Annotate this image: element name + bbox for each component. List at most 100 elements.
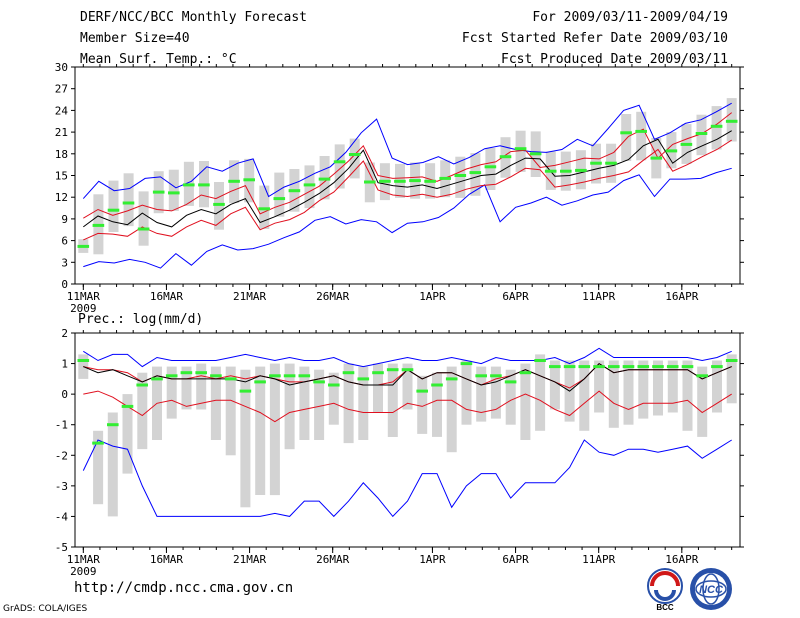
x-tick-label: 1APR	[419, 553, 446, 566]
observed-marker	[475, 374, 487, 378]
observed-marker	[333, 160, 346, 164]
range-bar	[697, 366, 708, 437]
observed-marker	[372, 371, 384, 375]
observed-marker	[416, 389, 428, 393]
y-tick-label: -4	[55, 510, 69, 523]
y-tick-label: 24	[55, 104, 69, 117]
observed-marker	[534, 359, 546, 362]
range-bar	[535, 354, 546, 431]
max-line	[82, 102, 732, 199]
observed-marker	[445, 377, 458, 381]
observed-marker	[504, 380, 517, 384]
range-bar	[373, 363, 383, 413]
observed-marker	[460, 362, 473, 366]
observed-marker	[529, 152, 542, 156]
range-bar	[334, 144, 345, 189]
observed-marker	[77, 244, 90, 248]
range-bar	[549, 360, 560, 410]
observed-marker	[681, 365, 694, 369]
observed-marker	[152, 190, 165, 194]
range-bar	[284, 363, 295, 450]
observed-marker	[198, 183, 210, 187]
x-tick-label: 21MAR	[233, 290, 266, 303]
range-bar	[387, 363, 398, 437]
y-tick-label: -3	[55, 480, 68, 493]
y-tick-label: 6	[61, 235, 68, 248]
x-tick-label: 16APR	[665, 290, 698, 303]
y-tick-label: 21	[55, 126, 68, 139]
observed-marker	[210, 374, 222, 378]
observed-marker	[544, 169, 557, 173]
range-bar	[196, 363, 207, 410]
observed-marker	[499, 155, 512, 159]
range-bar	[107, 412, 118, 517]
range-bar	[594, 360, 605, 413]
observed-marker	[357, 377, 370, 381]
range-bar	[210, 366, 221, 440]
y-tick-label: 12	[55, 191, 68, 204]
y-tick-label: 30	[55, 61, 68, 74]
range-bar	[168, 169, 179, 211]
observed-marker	[283, 374, 296, 378]
range-bar	[682, 360, 693, 431]
observed-marker	[622, 365, 635, 369]
observed-marker	[121, 404, 134, 408]
y-tick-label: 3	[61, 256, 68, 269]
observed-marker	[394, 179, 406, 183]
observed-marker	[168, 191, 180, 195]
plot-frame	[74, 332, 741, 548]
grads-credit: GrADS: COLA/IGES	[3, 604, 88, 614]
x-tick-label: 16MAR	[150, 290, 183, 303]
range-bar	[299, 366, 310, 440]
x-tick-label: 21MAR	[233, 553, 266, 566]
observed-marker	[605, 161, 617, 165]
observed-marker	[303, 183, 316, 187]
mean-line	[83, 130, 732, 228]
observed-marker	[620, 131, 632, 135]
x-year-label: 2009	[70, 302, 97, 315]
y-tick-label: 18	[55, 148, 68, 161]
observed-marker	[239, 389, 252, 393]
x-tick-label: 26MAR	[316, 553, 349, 566]
lower-band-line	[83, 390, 732, 423]
range-bar	[225, 366, 236, 456]
observed-marker	[652, 365, 664, 369]
observed-marker	[490, 374, 502, 378]
range-bar	[608, 360, 619, 428]
ncc-logo-icon: NCC	[690, 568, 732, 610]
range-bar	[274, 172, 285, 217]
range-bar	[515, 130, 526, 172]
range-bar	[455, 156, 466, 198]
observed-marker	[711, 365, 723, 369]
observed-marker	[454, 174, 467, 177]
observed-marker	[254, 380, 266, 384]
observed-marker	[180, 371, 193, 375]
observed-marker	[224, 377, 237, 381]
observed-marker	[575, 168, 587, 172]
source-url[interactable]: http://cmdp.ncc.cma.gov.cn	[74, 580, 294, 596]
range-bar	[93, 430, 104, 505]
range-bar	[520, 363, 531, 440]
max-line	[83, 347, 732, 368]
upper-band-line	[83, 112, 733, 219]
observed-marker	[590, 161, 602, 165]
observed-marker	[695, 132, 708, 135]
observed-marker	[228, 179, 240, 183]
observed-marker	[696, 374, 708, 378]
x-tick-label: 11MAR	[67, 553, 100, 566]
range-bar	[137, 372, 148, 450]
forecast-produced-date: Fcst Produced Date 2009/03/11	[501, 52, 728, 67]
observed-marker	[379, 179, 391, 183]
range-bar	[470, 153, 481, 196]
y-tick-label: 2	[61, 327, 68, 340]
range-bar	[712, 360, 722, 413]
observed-marker	[77, 359, 90, 362]
observed-marker	[549, 365, 561, 369]
range-bar	[667, 360, 678, 413]
observed-marker	[635, 129, 647, 133]
x-tick-label: 11MAR	[67, 290, 100, 303]
range-bar	[349, 138, 360, 179]
observed-marker	[560, 169, 572, 173]
range-bar	[255, 366, 266, 495]
